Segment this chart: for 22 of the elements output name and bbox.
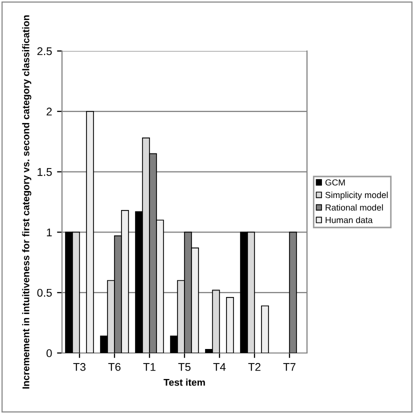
bar (226, 297, 234, 353)
y-tick-label: 2.5 (37, 47, 52, 56)
x-axis-title: Test item (164, 378, 205, 386)
x-tick-label: T6 (108, 363, 120, 371)
x-tick-label: T2 (248, 363, 260, 371)
legend-label: Human data (326, 216, 373, 224)
y-axis-title: Incremement in intuitiveness for first category vs. second category classification (22, 15, 32, 389)
y-tick-label: 1.5 (38, 168, 52, 176)
bar (86, 110, 94, 353)
y-tick-label: 0.5 (37, 288, 52, 297)
x-tick-label: T4 (213, 363, 226, 371)
x-tick-label: T1 (143, 363, 156, 371)
bar (261, 305, 269, 353)
x-tick-label: T3 (73, 363, 86, 371)
legend-label: GCM (325, 179, 345, 186)
y-tick-label: 2 (46, 108, 52, 116)
legend-label: Rational model (326, 204, 383, 211)
x-tick-label: T5 (178, 363, 191, 371)
x-tick-label: T7 (283, 363, 296, 371)
y-tick-label: 1 (46, 228, 52, 236)
legend-label: Simplicity model (325, 192, 388, 200)
y-tick-label: 0 (46, 349, 52, 358)
